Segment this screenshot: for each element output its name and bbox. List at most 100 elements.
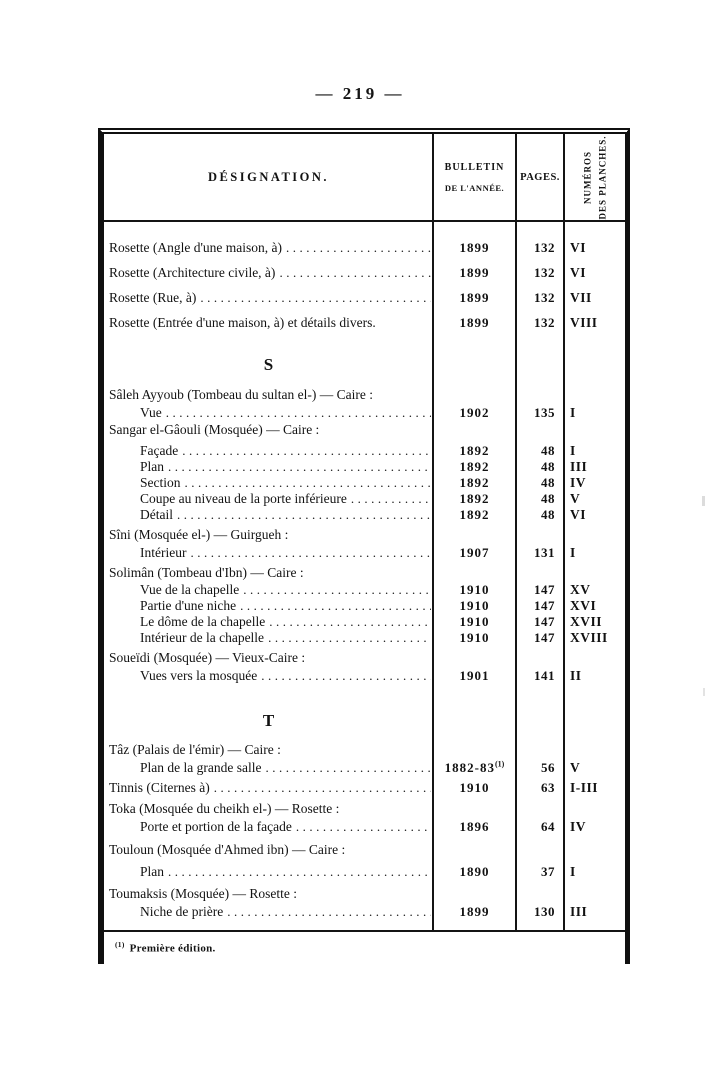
dot-leader: ........................................… [200,289,431,305]
bulletin-cell: 1892 [459,475,490,490]
planches-cell: VIII [570,314,598,330]
pages-cell: 132 [534,239,555,255]
table-row: Rosette (Entrée d'une maison, à) et déta… [104,310,625,335]
dot-leader: ........................................… [265,759,431,775]
table-frame: DÉSIGNATION. BULLETIN DE L'ANNÉE. PAGES.… [98,128,630,964]
designation-cell: Plan....................................… [104,459,433,475]
bulletin-cell: 1899 [459,239,490,255]
group-label: Sîni (Mosquée el-) — Guirgueh : [109,527,289,542]
designation-cell: Rosette (Architecture civile, à)........… [104,265,433,281]
table-row: Tinnis (Citernes à).....................… [104,779,625,796]
footnote-marker: (1) [115,940,125,949]
scan-artifact [702,496,705,506]
planches-cell: XV [570,582,591,597]
header-planches-rotated-text: NUMÉROS DES PLANCHES. [582,135,607,219]
planches-cell: II [570,667,582,683]
pages-cell: 141 [534,667,555,683]
bulletin-cell: 1910 [459,630,490,645]
designation-cell: Vue.....................................… [104,405,433,421]
dot-leader: ........................................… [243,582,431,597]
planches-cell: I-III [570,779,599,795]
footnote-text: Première édition. [129,942,216,955]
section-letter-row: S [104,351,625,378]
header-pages: PAGES. [520,171,560,183]
pages-cell: 147 [534,614,555,629]
planches-cell: XVIII [570,630,608,645]
header-planches-line1: NUMÉROS [582,150,593,204]
table-header: DÉSIGNATION. BULLETIN DE L'ANNÉE. PAGES.… [104,134,625,220]
planches-cell: I [570,863,576,879]
planches-cell: VI [570,264,587,280]
bulletin-cell: 1910 [459,614,490,629]
header-bulletin: BULLETIN DE L'ANNÉE. [433,134,516,220]
designation-cell: Le dôme de la chapelle..................… [104,614,433,630]
group-label: Sangar el-Gâouli (Mosquée) — Caire : [109,422,320,437]
group-row: Sâleh Ayyoub (Tombeau du sultan el-) — C… [104,386,625,404]
footnote-ref: (1) [495,759,505,769]
table-row: Rosette (Architecture civile, à)........… [104,260,625,285]
group-row: Soueïdi (Mosquée) — Vieux-Caire : [104,649,625,667]
table-body: Rosette (Angle d'une maison, à).........… [104,222,625,920]
designation-cell: Rosette (Rue, à)........................… [104,290,433,306]
header-separator-rule [104,220,625,222]
entry-label: Vues vers la mosquée [140,667,258,683]
header-planches-line2: DES PLANCHES. [597,134,608,220]
table-row: Porte et portion de la façade...........… [104,818,625,835]
dot-leader: ........................................… [240,598,431,613]
group-label: Toumaksis (Mosquée) — Rosette : [109,886,298,901]
pages-cell: 48 [541,507,555,522]
pages-cell: 135 [534,404,555,420]
designation-cell: Rosette (Entrée d'une maison, à) et déta… [104,315,433,331]
section-letter: S [263,354,274,374]
scan-artifact [703,688,705,696]
entry-label: Plan de la grande salle [140,759,262,775]
table-row: Rosette (Angle d'une maison, à).........… [104,235,625,260]
designation-cell: Niche de prière.........................… [104,904,433,920]
planches-cell: XVI [570,598,597,613]
group-row: Toumaksis (Mosquée) — Rosette : [104,885,625,903]
entry-label: Intérieur de la chapelle [140,630,265,645]
table-row: Façade..................................… [104,443,625,459]
entry-label: Intérieur [140,544,187,560]
bulletin-cell: 1892 [459,459,490,474]
bulletin-cell: 1901 [459,667,490,683]
column-divider [515,134,517,932]
pages-cell: 48 [541,491,555,506]
dot-leader: ........................................… [168,459,431,474]
bulletin-cell: 1899 [459,903,490,919]
group-label: Touloun (Mosquée d'Ahmed ibn) — Caire : [109,842,346,857]
planches-cell: I [570,544,576,560]
table-row: Le dôme de la chapelle..................… [104,614,625,630]
planches-cell: III [570,903,588,919]
dot-leader: ........................................… [227,903,431,919]
designation-cell: Plan de la grande salle.................… [104,760,433,776]
dot-leader: ........................................… [165,404,431,420]
designation-cell: Détail..................................… [104,507,433,523]
entry-label: Vue [140,404,162,420]
bulletin-cell: 1899 [459,314,490,330]
header-bulletin-line2: DE L'ANNÉE. [444,182,505,193]
entry-label: Rosette (Entrée d'une maison, à) et déta… [109,314,376,330]
entry-label: Section [140,475,181,490]
planches-cell: I [570,404,576,420]
dot-leader: ........................................… [184,475,432,490]
bulletin-cell: 1882-83(1) [444,759,505,775]
table-row: Vue.....................................… [104,404,625,421]
designation-cell: Partie d'une niche......................… [104,598,433,614]
entry-label: Détail [140,507,173,522]
column-divider [432,134,434,932]
dot-leader: ........................................… [168,863,431,879]
planches-cell: VII [570,289,592,305]
entry-label: Rosette (Rue, à) [109,289,197,305]
designation-cell: Intérieur de la chapelle................… [104,630,433,646]
entry-label: Façade [140,443,179,458]
dot-leader: ........................................… [350,491,431,506]
group-label-cell: Solimân (Tombeau d'Ibn) — Caire : [104,565,433,581]
pages-cell: 132 [534,264,555,280]
group-row: Sangar el-Gâouli (Mosquée) — Caire : [104,421,625,439]
table-row: Plan....................................… [104,459,625,475]
group-label-cell: Soueïdi (Mosquée) — Vieux-Caire : [104,650,433,666]
bulletin-cell: 1902 [459,404,490,420]
pages-cell: 132 [534,314,555,330]
dot-leader: ........................................… [268,630,431,645]
